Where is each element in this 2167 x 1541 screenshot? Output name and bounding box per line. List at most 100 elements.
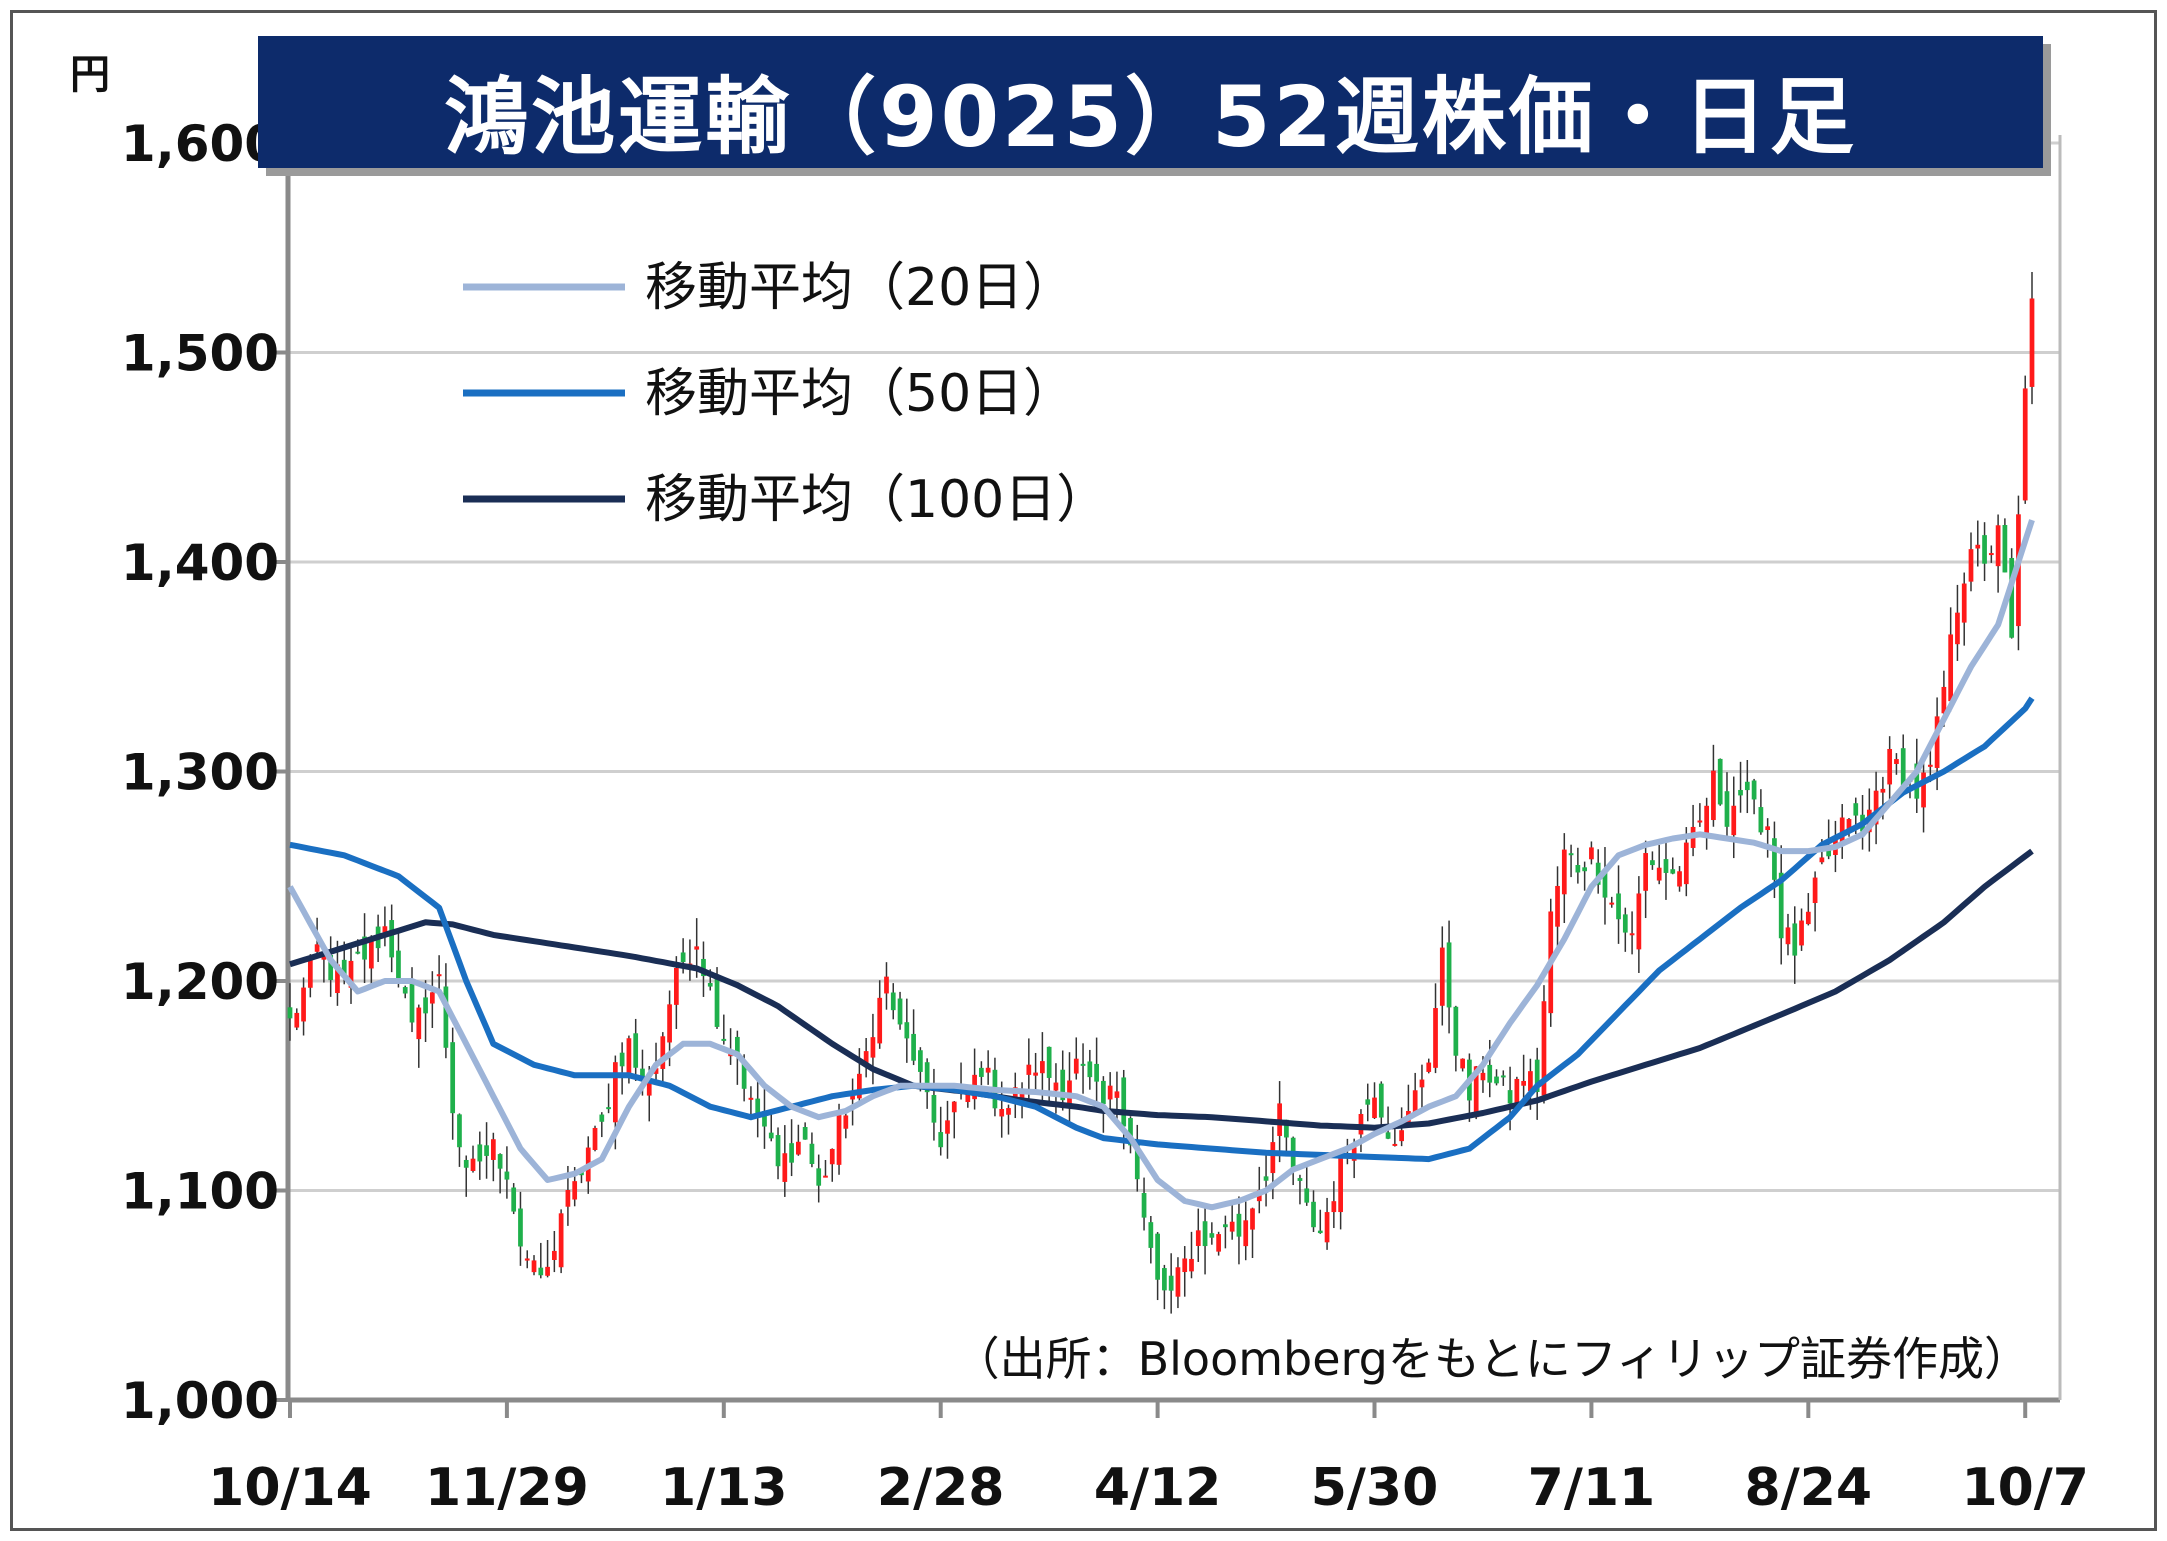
candle-body: [877, 997, 883, 1044]
candle-body: [1982, 535, 1987, 564]
candle-body: [1880, 788, 1886, 793]
candle-body: [1839, 817, 1845, 845]
candle-body: [1223, 1224, 1228, 1228]
candle-body: [490, 1139, 496, 1160]
candle-body: [938, 1132, 944, 1148]
candle-body: [1758, 807, 1764, 833]
candle-body: [1812, 877, 1818, 904]
candle-body: [572, 1181, 578, 1200]
candle-body: [1683, 842, 1689, 885]
candle-body: [802, 1127, 808, 1140]
candle-body: [890, 992, 896, 1011]
candle-body: [389, 920, 395, 958]
candle-body: [1338, 1158, 1343, 1213]
candle-body: [755, 1098, 761, 1118]
candle-body: [653, 1068, 659, 1074]
candle-body: [1094, 1063, 1099, 1082]
candle-body: [843, 1115, 849, 1129]
candle-body: [1792, 923, 1798, 956]
candle-body: [1399, 1130, 1404, 1142]
candle-body: [1541, 1001, 1547, 1096]
candle-body: [1385, 1132, 1391, 1139]
candle-body: [1331, 1201, 1337, 1213]
candle-body: [863, 1051, 869, 1065]
candle-body: [382, 926, 388, 933]
candle-body: [1372, 1097, 1377, 1118]
candle-body: [314, 944, 320, 952]
candle-body: [511, 1187, 517, 1212]
candle-body: [1487, 1064, 1493, 1083]
candle-body: [1311, 1201, 1316, 1228]
candle-body: [457, 1114, 462, 1148]
candle-body: [1101, 1080, 1106, 1105]
candle-body: [531, 1260, 537, 1273]
candle-body: [741, 1060, 747, 1089]
candle-body: [1080, 1063, 1086, 1066]
candle-body: [1134, 1142, 1140, 1180]
candle-body: [1250, 1208, 1255, 1230]
legend-label-ma20: 移動平均（20日）: [645, 258, 1075, 318]
candle-body: [477, 1144, 483, 1162]
candle-body: [1805, 911, 1811, 925]
candle-body: [402, 987, 408, 994]
candle-body: [1494, 1076, 1499, 1084]
x-tick-label: 10/7: [1961, 1458, 2089, 1518]
candle-body: [897, 998, 903, 1025]
candle-body: [1595, 862, 1601, 885]
candle-body: [1704, 805, 1710, 835]
candle-body: [1236, 1213, 1242, 1237]
candle-body: [355, 951, 361, 954]
candle-body: [1887, 748, 1893, 785]
candle-body: [1453, 1006, 1459, 1056]
candle-body: [436, 974, 442, 977]
candle-body: [423, 997, 428, 1014]
candle-body: [850, 1095, 855, 1100]
candle-body: [1033, 1072, 1038, 1076]
candle-body: [1534, 1059, 1540, 1092]
candle-body: [497, 1154, 503, 1169]
title-banner: 鴻池運輸（9025）52週株価・日足: [258, 36, 2043, 168]
candle-body: [904, 1022, 910, 1039]
candle-body: [870, 1037, 876, 1058]
candle-body: [416, 1007, 422, 1040]
candle-body: [1324, 1212, 1330, 1243]
candle-body: [1582, 867, 1588, 872]
x-tick-label: 11/29: [425, 1458, 589, 1518]
candle-body: [1975, 544, 1981, 549]
candle-body: [1697, 820, 1703, 823]
candle-body: [1473, 1066, 1479, 1118]
candle-body: [429, 992, 435, 1004]
candle-body: [626, 1038, 632, 1073]
candle-body: [1629, 933, 1635, 936]
ma50-line: [289, 696, 2035, 1163]
candle-body: [1663, 859, 1669, 873]
candle-body: [1555, 885, 1560, 927]
candle-body: [789, 1143, 794, 1163]
candle-body: [579, 1171, 584, 1176]
candle-body: [1263, 1176, 1269, 1181]
candle-body: [1284, 1119, 1289, 1138]
candle-body: [748, 1097, 754, 1100]
candle-body: [823, 1175, 828, 1178]
candle-body: [734, 1036, 740, 1057]
candle-body: [1636, 893, 1642, 950]
candle-body: [1243, 1220, 1249, 1247]
y-tick-label: 1,200: [121, 953, 279, 1011]
candle-body: [1948, 634, 1954, 702]
x-tick-label: 5/30: [1311, 1458, 1439, 1518]
candle-body: [1162, 1268, 1167, 1291]
candle-body: [1941, 686, 1947, 714]
candle-body: [2022, 388, 2028, 501]
candle-body: [1955, 612, 1960, 645]
candle-body: [1419, 1079, 1425, 1088]
candle-body: [1304, 1188, 1310, 1203]
candle-body: [1894, 759, 1899, 764]
candle-body: [1602, 870, 1608, 898]
legend: 移動平均（20日） 移動平均（50日） 移動平均（100日）: [463, 258, 1108, 530]
candle-body: [450, 1042, 456, 1114]
candle-body: [1853, 803, 1859, 816]
candle-body: [1961, 583, 1967, 623]
candle-body: [484, 1145, 489, 1156]
candle-body: [1934, 716, 1940, 768]
